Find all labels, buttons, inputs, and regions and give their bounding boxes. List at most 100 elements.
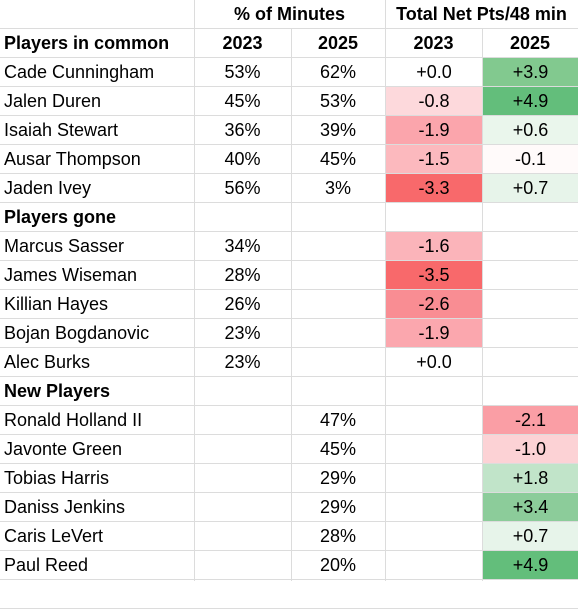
grid-hline	[0, 376, 578, 377]
minutes-2023-cell	[194, 551, 291, 579]
minutes-2023-cell: 34%	[194, 232, 291, 260]
grid-hline	[0, 202, 578, 203]
minutes-2023-cell: 56%	[194, 174, 291, 202]
netpts-2025-cell	[482, 203, 578, 231]
netpts-2023-cell: -1.9	[386, 116, 482, 144]
netpts-2025-cell	[483, 261, 578, 289]
row-name-cell: Bojan Bogdanovic	[0, 319, 194, 347]
table-row: Jalen Duren 45% 53% -0.8 +4.9	[0, 87, 578, 116]
netpts-2025-cell	[483, 319, 578, 347]
grid-hline	[0, 579, 578, 580]
minutes-2025-cell: 2025	[291, 29, 385, 57]
netpts-2023-cell	[386, 522, 482, 550]
grid-hline	[0, 347, 578, 348]
grid-vline	[385, 0, 386, 581]
netpts-2023-cell: 2023	[385, 29, 482, 57]
minutes-2025-cell: 53%	[291, 87, 385, 115]
netpts-2023-cell: -3.3	[386, 174, 482, 202]
row-name-cell: Paul Reed	[0, 551, 194, 579]
minutes-2025-cell	[291, 203, 385, 231]
table-row: Cade Cunningham 53% 62% +0.0 +3.9	[0, 58, 578, 87]
table-row: Ausar Thompson 40% 45% -1.5 -0.1	[0, 145, 578, 174]
table-row: Players gone	[0, 203, 578, 232]
netpts-2023-cell: +0.0	[386, 348, 482, 376]
minutes-2025-cell	[291, 261, 385, 289]
grid-hline	[0, 463, 578, 464]
minutes-2025-cell	[291, 290, 385, 318]
grid-hline	[0, 144, 578, 145]
netpts-2025-cell: +4.9	[483, 87, 578, 115]
row-name-cell: Daniss Jenkins	[0, 493, 194, 521]
minutes-2025-cell	[291, 232, 385, 260]
table-row: Javonte Green 45% -1.0	[0, 435, 578, 464]
minutes-2023-cell	[194, 464, 291, 492]
row-name-cell: Jaden Ivey	[0, 174, 194, 202]
row-name-cell: James Wiseman	[0, 261, 194, 289]
minutes-2025-cell: 62%	[291, 58, 385, 86]
netpts-2023-cell: +0.0	[386, 58, 482, 86]
minutes-2023-cell: 45%	[194, 87, 291, 115]
netpts-2023-cell	[386, 464, 482, 492]
netpts-2023-cell	[385, 203, 482, 231]
minutes-2023-cell: 53%	[194, 58, 291, 86]
netpts-2025-cell: -2.1	[483, 406, 578, 434]
grid-hline	[0, 115, 578, 116]
grid-hline	[0, 521, 578, 522]
table-row: Jaden Ivey 56% 3% -3.3 +0.7	[0, 174, 578, 203]
table-row: Paul Reed 20% +4.9	[0, 551, 578, 580]
table-row: Daniss Jenkins 29% +3.4	[0, 493, 578, 522]
minutes-2023-cell: 2023	[194, 29, 291, 57]
netpts-2025-cell: +0.7	[483, 522, 578, 550]
minutes-2025-cell	[291, 319, 385, 347]
grid-hline	[0, 318, 578, 319]
netpts-2023-cell	[386, 406, 482, 434]
minutes-2025-cell: 45%	[291, 435, 385, 463]
grid-hline	[0, 260, 578, 261]
minutes-2023-cell	[194, 377, 291, 405]
group-header-row: % of Minutes Total Net Pts/48 min	[0, 0, 578, 29]
row-name-cell: Javonte Green	[0, 435, 194, 463]
netpts-2025-cell	[483, 348, 578, 376]
netpts-2025-cell: +1.8	[483, 464, 578, 492]
minutes-2025-cell	[291, 377, 385, 405]
minutes-2025-cell: 29%	[291, 464, 385, 492]
table-row: Bojan Bogdanovic 23% -1.9	[0, 319, 578, 348]
netpts-2025-cell	[483, 290, 578, 318]
net-points-table: % of Minutes Total Net Pts/48 min Player…	[0, 0, 578, 581]
netpts-2023-cell: -1.5	[386, 145, 482, 173]
table-row: Caris LeVert 28% +0.7	[0, 522, 578, 551]
minutes-2023-cell: 36%	[194, 116, 291, 144]
grid-hline	[0, 231, 578, 232]
netpts-2025-cell: -1.0	[483, 435, 578, 463]
netpts-2025-cell: +4.9	[483, 551, 578, 579]
row-name-cell: Jalen Duren	[0, 87, 194, 115]
minutes-2023-cell	[194, 522, 291, 550]
minutes-2023-cell: 23%	[194, 319, 291, 347]
minutes-2025-cell: 47%	[291, 406, 385, 434]
minutes-2023-cell: 28%	[194, 261, 291, 289]
table-row: Alec Burks 23% +0.0	[0, 348, 578, 377]
netpts-2025-cell	[482, 377, 578, 405]
row-name-cell: Marcus Sasser	[0, 232, 194, 260]
netpts-group-header: Total Net Pts/48 min	[385, 0, 578, 28]
minutes-2025-cell: 45%	[291, 145, 385, 173]
row-name-cell: Ausar Thompson	[0, 145, 194, 173]
row-name-cell: Players in common	[0, 29, 194, 57]
minutes-2025-cell: 28%	[291, 522, 385, 550]
minutes-2025-cell: 20%	[291, 551, 385, 579]
table-row: Tobias Harris 29% +1.8	[0, 464, 578, 493]
grid-hline	[0, 28, 578, 29]
row-name-cell: New Players	[0, 377, 194, 405]
netpts-2023-cell: -0.8	[386, 87, 482, 115]
minutes-2023-cell	[194, 493, 291, 521]
minutes-2023-cell	[194, 435, 291, 463]
grid-hline	[0, 173, 578, 174]
grid-hline	[0, 57, 578, 58]
netpts-2023-cell: -3.5	[386, 261, 482, 289]
row-name-cell: Killian Hayes	[0, 290, 194, 318]
netpts-2025-cell: 2025	[482, 29, 578, 57]
grid-hline	[0, 434, 578, 435]
netpts-2023-cell: -2.6	[386, 290, 482, 318]
minutes-2025-cell: 3%	[291, 174, 385, 202]
minutes-2023-cell	[194, 203, 291, 231]
